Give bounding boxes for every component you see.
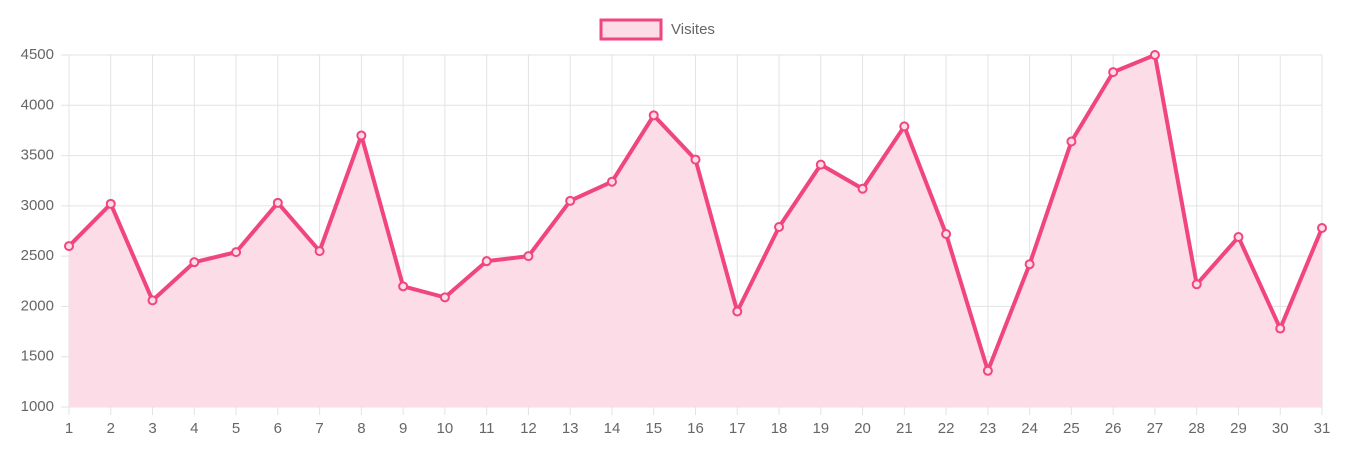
point — [64, 241, 74, 252]
point — [314, 246, 325, 257]
x-tick-label: 30 — [1272, 420, 1289, 437]
point — [941, 229, 952, 240]
point — [231, 247, 242, 258]
y-tick-label: 1500 — [21, 348, 54, 365]
x-tick-label: 4 — [190, 420, 198, 437]
x-tick-label: 18 — [771, 420, 788, 437]
x-tick-label: 6 — [274, 420, 282, 437]
point — [1317, 222, 1327, 233]
point — [1108, 67, 1119, 78]
point — [857, 183, 868, 194]
point — [815, 159, 826, 170]
x-tick-label: 23 — [980, 420, 997, 437]
point — [439, 292, 450, 303]
x-tick-label: 14 — [604, 420, 621, 437]
x-tick-label: 8 — [357, 420, 365, 437]
point — [1066, 136, 1077, 147]
x-tick-label: 27 — [1147, 420, 1164, 437]
point — [147, 295, 158, 306]
x-tick-label: 17 — [729, 420, 746, 437]
x-tick-label: 21 — [896, 420, 913, 437]
point — [272, 197, 283, 208]
point — [1191, 279, 1202, 290]
x-tick-label: 12 — [520, 420, 537, 437]
x-tick-label: 31 — [1314, 420, 1331, 437]
x-tick-label: 20 — [854, 420, 871, 437]
legend-swatch — [599, 18, 663, 41]
y-tick-label: 2000 — [21, 297, 54, 314]
point — [899, 121, 910, 132]
point — [1149, 50, 1160, 60]
point — [189, 257, 200, 268]
point — [606, 176, 617, 187]
x-tick-label: 28 — [1188, 420, 1205, 437]
y-tick-label: 2500 — [21, 247, 54, 264]
x-tick-label: 22 — [938, 420, 955, 437]
x-tick-label: 1 — [65, 420, 73, 437]
point — [1024, 259, 1035, 270]
x-tick-label: 25 — [1063, 420, 1080, 437]
x-tick-label: 5 — [232, 420, 240, 437]
x-tick-label: 24 — [1021, 420, 1038, 437]
x-tick-label: 3 — [148, 420, 156, 437]
point — [481, 256, 492, 267]
x-tick-label: 29 — [1230, 420, 1247, 437]
x-tick-label: 16 — [687, 420, 704, 437]
y-tick-label: 3000 — [21, 197, 54, 214]
x-tick-label: 2 — [107, 420, 115, 437]
point — [732, 306, 743, 317]
legend-label: Visites — [671, 21, 715, 38]
y-tick-label: 4500 — [21, 46, 54, 63]
y-tick-label: 1000 — [21, 398, 54, 415]
point — [1233, 232, 1244, 243]
y-tick-label: 3500 — [21, 147, 54, 164]
point — [105, 198, 116, 209]
y-tick-label: 4000 — [21, 96, 54, 113]
point — [774, 221, 785, 232]
point — [398, 281, 409, 292]
x-tick-label: 19 — [812, 420, 829, 437]
point — [523, 251, 534, 262]
x-tick-label: 15 — [645, 420, 662, 437]
point — [565, 195, 576, 206]
point — [648, 110, 659, 121]
point — [982, 365, 993, 376]
x-tick-label: 9 — [399, 420, 407, 437]
x-tick-label: 10 — [437, 420, 454, 437]
x-tick-label: 11 — [479, 420, 495, 437]
x-tick-label: 7 — [315, 420, 323, 437]
point — [690, 154, 701, 165]
x-tick-label: 26 — [1105, 420, 1122, 437]
x-tick-label: 13 — [562, 420, 579, 437]
point — [356, 130, 367, 141]
point — [1275, 323, 1286, 334]
